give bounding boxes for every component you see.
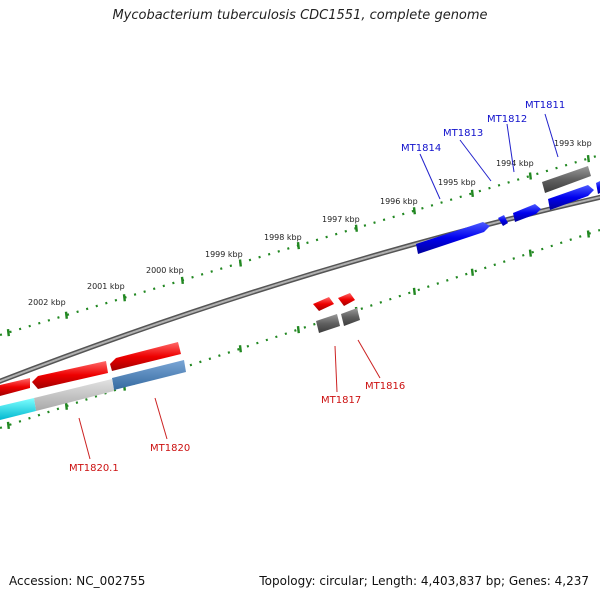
reverse-genes [0,293,360,420]
outer-ruler-tick [64,311,68,319]
forward-genes [416,166,600,254]
ruler-dotted-line [0,228,600,430]
outer-ruler-tick [470,189,474,198]
inner-ruler-tick [296,326,300,334]
inner-ruler-tick [6,421,10,429]
label-lines [78,113,559,460]
outer-ruler-tick [586,154,590,163]
scale-label-2002: 2002 kbp [28,298,66,307]
scale-label-1998: 1998 kbp [264,233,302,242]
outer-ruler-tick [354,224,358,232]
pseudo-gene-mt1816 [341,308,360,326]
gene-mt1820 [112,360,186,390]
gene-mt1816 [338,293,355,306]
outer-ruler-tick [180,276,184,285]
gene-mt1810 [596,181,600,194]
leader-mt1811 [544,113,559,158]
gene-mt1812 [513,204,541,222]
gene-reverse-left-1 [0,378,30,396]
scale-label-1994: 1994 kbp [496,159,534,168]
gene-labels: MT1811 MT1812 MT1813 MT1814 MT1816 MT181… [69,100,565,474]
gene-mt1817 [313,297,334,311]
outer-ruler [0,153,600,337]
scale-labels: 1993 kbp 1994 kbp 1995 kbp 1996 kbp 1997… [28,139,592,307]
scale-label-1993: 1993 kbp [554,139,592,148]
inner-ruler-tick [528,249,532,257]
outer-ruler-tick [122,294,126,302]
label-mt1820-1: MT1820.1 [69,463,119,474]
leader-mt1816 [357,339,381,379]
leader-mt1813 [459,139,492,182]
label-mt1813: MT1813 [443,128,483,139]
label-mt1816: MT1816 [365,381,405,392]
label-mt1820: MT1820 [150,443,190,454]
leader-mt1812 [506,123,515,173]
label-mt1814: MT1814 [401,143,441,154]
scale-label-2001: 2001 kbp [87,282,125,291]
label-mt1812: MT1812 [487,114,527,125]
pseudo-gene-upper [542,166,591,193]
outer-ruler-tick [296,241,300,250]
pseudo-gene-mt1817 [316,314,340,333]
outer-ruler-tick [528,172,532,180]
gene-reverse-left-2 [32,361,108,389]
leader-mt1820-1 [78,417,91,460]
outer-ruler-tick [6,328,10,337]
ruler-dotted-line [0,153,600,337]
label-mt1817: MT1817 [321,395,361,406]
inner-ruler-tick [412,287,416,296]
scale-label-1995: 1995 kbp [438,178,476,187]
gene-mt1814 [416,222,490,254]
inner-ruler-tick [238,345,242,353]
inner-ruler-tick [470,268,474,276]
gene-cyan-left [0,398,36,420]
scale-label-1999: 1999 kbp [205,250,243,259]
leader-mt1817 [334,345,338,393]
outer-ruler-tick [412,207,416,215]
gene-mt1811 [548,185,594,210]
gene-mt1813 [498,215,508,226]
scale-label-2000: 2000 kbp [146,266,184,275]
gene-reverse-left-3 [110,342,181,371]
inner-ruler-tick [64,402,68,410]
accession-text: Accession: NC_002755 [9,574,146,588]
map-title: Mycobacterium tuberculosis CDC1551, comp… [112,8,488,23]
scale-label-1996: 1996 kbp [380,197,418,206]
scale-label-1997: 1997 kbp [322,215,360,224]
label-mt1811: MT1811 [525,100,565,111]
gene-mt1820-1 [34,379,114,411]
inner-ruler-tick [586,230,590,238]
outer-ruler-tick [238,259,242,267]
leader-mt1814 [419,153,441,200]
inner-ruler [0,228,600,430]
leader-mt1820 [154,397,168,440]
genome-stats-text: Topology: circular; Length: 4,403,837 bp… [259,574,589,588]
